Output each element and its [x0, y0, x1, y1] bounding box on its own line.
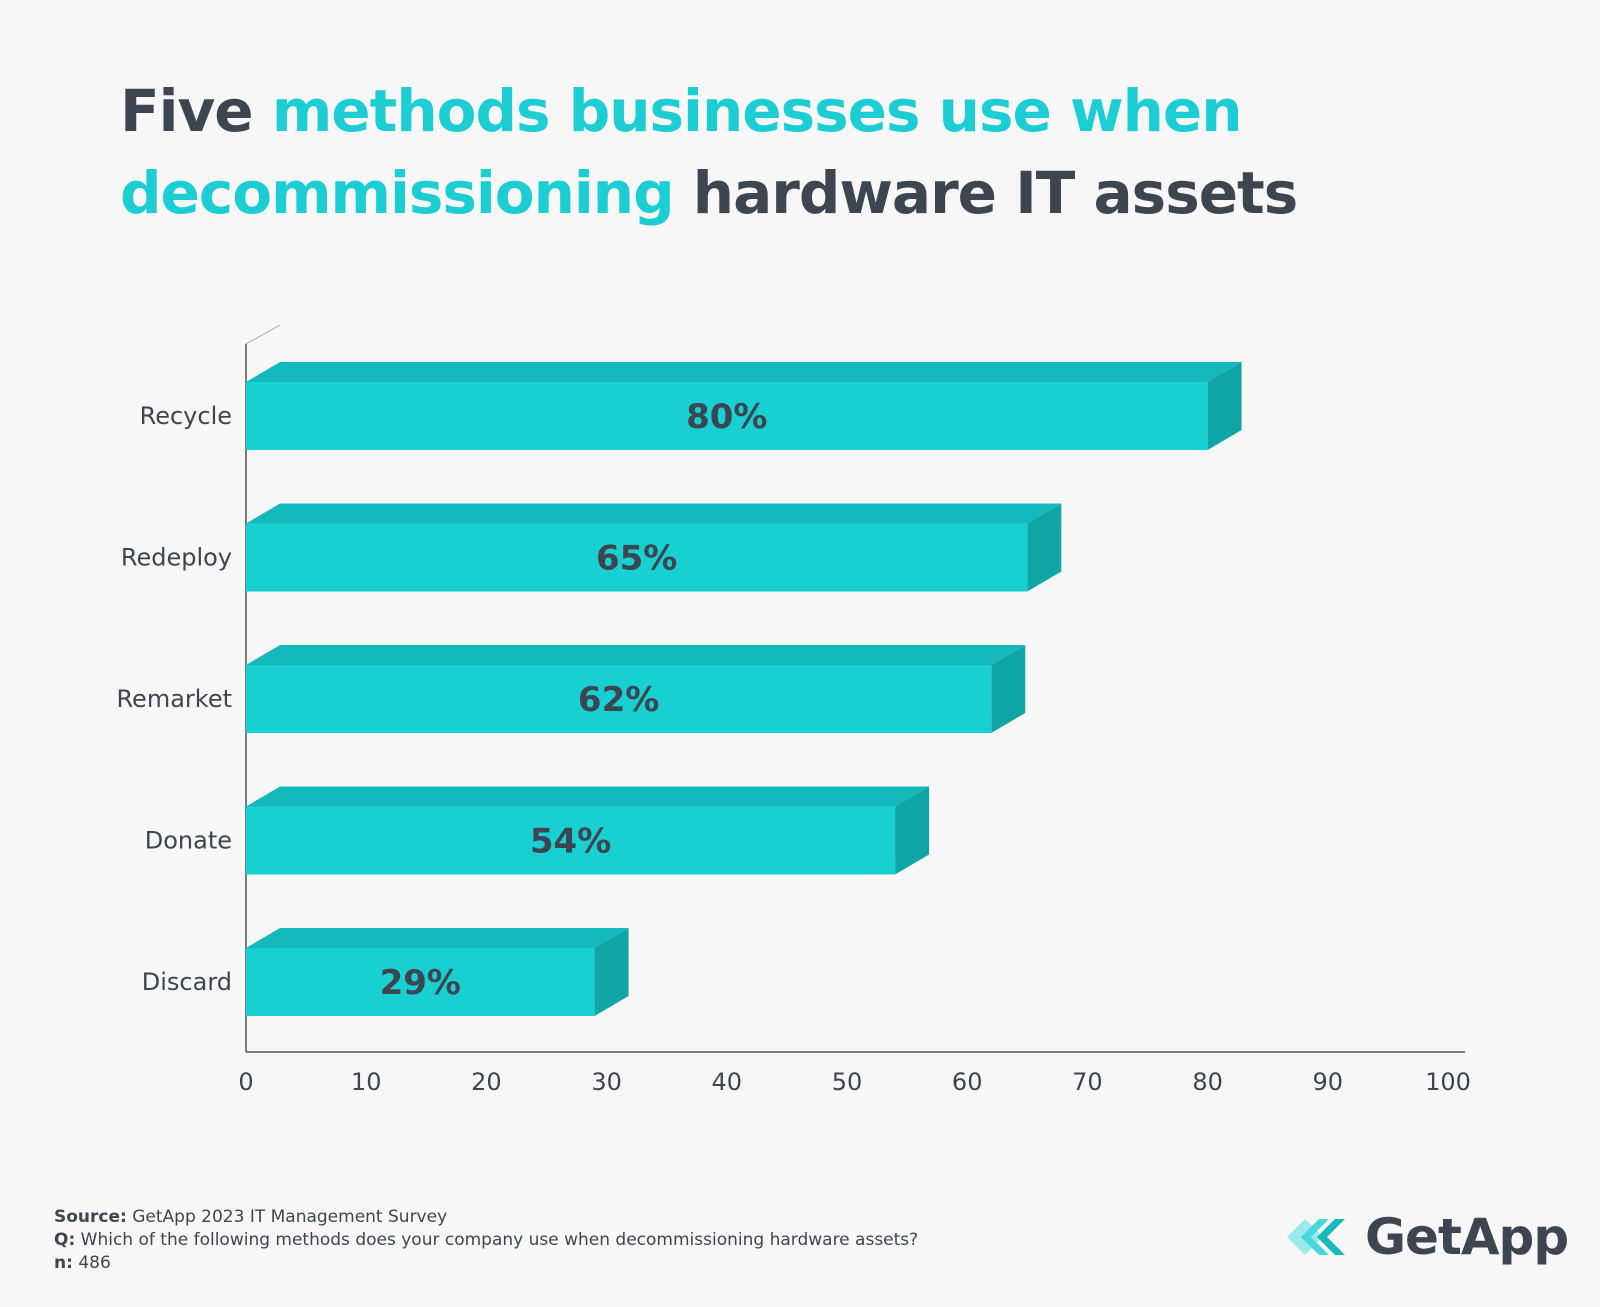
bar-front-face [246, 948, 595, 1016]
category-label: Discard [142, 968, 232, 996]
x-tick-label: 0 [238, 1068, 253, 1096]
category-labels: Recycle Redeploy Remarket Donate Discard [116, 402, 232, 996]
bar-front-face [246, 806, 896, 875]
x-tick-label: 60 [952, 1068, 983, 1096]
bar-remarket: 62% [246, 645, 1026, 733]
bar-top-face [246, 786, 930, 807]
getapp-logo: GetApp [1285, 1208, 1569, 1266]
bar-side-face [991, 645, 1026, 733]
category-label: Redeploy [121, 544, 232, 572]
bar-redeploy: 65% [246, 503, 1062, 592]
logo-text: GetApp [1365, 1208, 1569, 1266]
bar-value-label: 65% [596, 539, 677, 579]
x-tick-label: 70 [1072, 1068, 1103, 1096]
bar-chart: 80% 65% 62% 54% 29% Recycle Redeploy Remarket D… [116, 324, 1471, 1096]
bar-value-label: 62% [578, 680, 659, 720]
source-line: Source: GetApp 2023 IT Management Survey [54, 1207, 448, 1227]
x-tick-label: 100 [1425, 1068, 1471, 1096]
x-tick-label: 10 [351, 1068, 382, 1096]
x-tick-label: 30 [591, 1068, 622, 1096]
bar-top-face [246, 503, 1062, 524]
title-part-4: hardware IT assets [692, 159, 1299, 227]
bar-front-face [246, 523, 1028, 592]
y-axis-depth-line [245, 324, 281, 345]
bar-donate: 54% [246, 786, 930, 875]
chart-bars: 80% 65% 62% 54% 29% [246, 362, 1242, 1016]
x-tick-label: 20 [471, 1068, 502, 1096]
x-tick-label: 80 [1192, 1068, 1223, 1096]
question-line: Q: Which of the following methods does y… [54, 1230, 919, 1250]
category-label: Remarket [116, 685, 232, 713]
title-part-3: decommissioning [120, 159, 675, 227]
bar-top-face [246, 362, 1242, 382]
bar-side-face [1027, 503, 1062, 592]
category-label: Recycle [140, 402, 232, 430]
x-tick-labels: 0 10 20 30 40 50 60 70 80 90 100 [238, 1068, 1471, 1096]
bar-front-face [246, 665, 992, 733]
bar-side-face [895, 786, 930, 875]
bar-recycle: 80% [246, 362, 1242, 450]
bar-side-face [594, 928, 629, 1016]
title-part-2: methods businesses use when [271, 77, 1243, 145]
bar-front-face [246, 382, 1208, 450]
category-label: Donate [145, 827, 232, 855]
bar-discard: 29% [246, 928, 629, 1016]
footer-notes: Source: GetApp 2023 IT Management Survey… [54, 1206, 918, 1275]
sample-size-line: n: 486 [54, 1253, 111, 1273]
title-part-1: Five [120, 77, 254, 145]
bar-top-face [246, 645, 1026, 665]
x-tick-label: 50 [832, 1068, 863, 1096]
bar-value-label: 29% [380, 963, 461, 1003]
x-tick-label: 40 [712, 1068, 743, 1096]
bar-top-face [246, 928, 629, 948]
chart-title: Five methods businesses use when decommis… [120, 70, 1520, 234]
bar-value-label: 54% [530, 822, 611, 862]
getapp-chevrons-icon [1287, 1219, 1345, 1255]
bar-side-face [1207, 362, 1242, 450]
x-tick-label: 90 [1313, 1068, 1344, 1096]
bar-value-label: 80% [686, 397, 767, 437]
